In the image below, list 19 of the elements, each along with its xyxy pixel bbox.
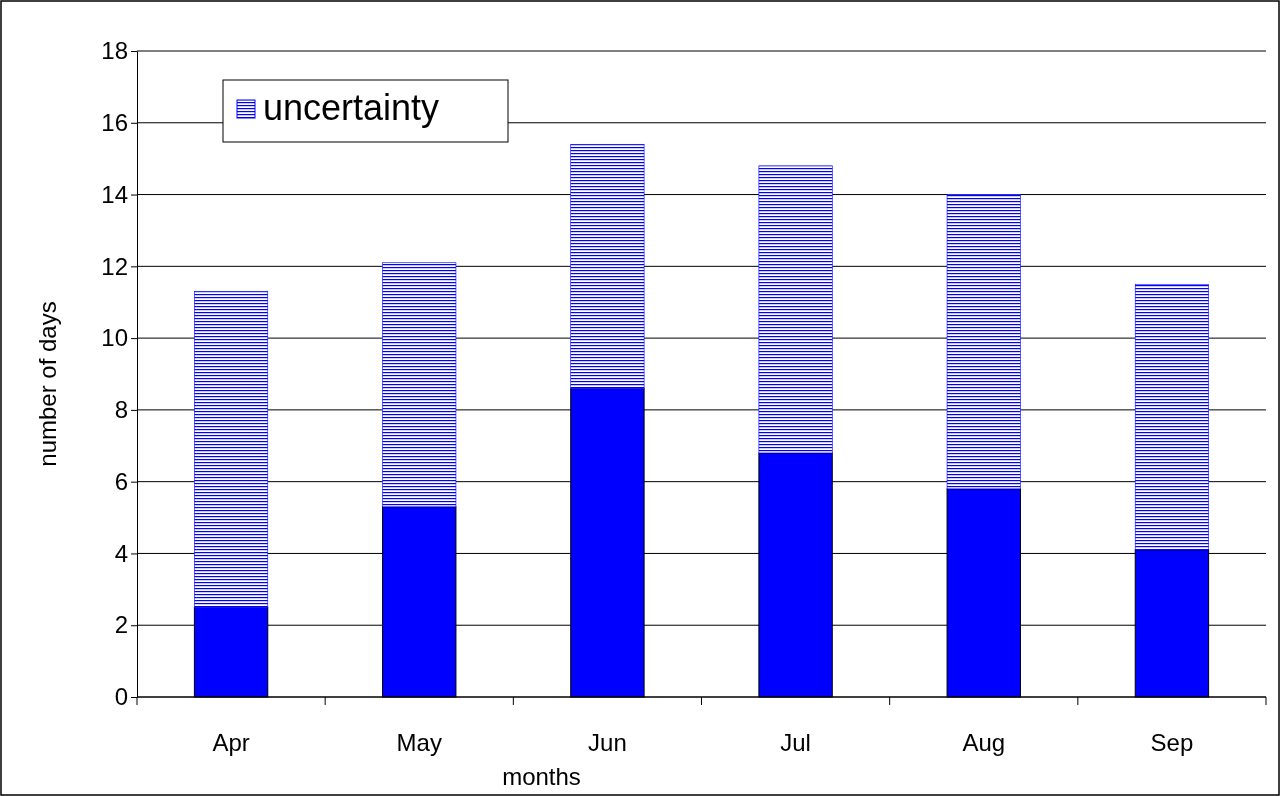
x-tick-label: Jun <box>588 729 627 756</box>
x-tick-label: Sep <box>1150 729 1194 756</box>
x-tick-label: Apr <box>212 729 250 756</box>
y-tick-label: 10 <box>101 324 128 352</box>
legend-label: uncertainty <box>263 87 440 128</box>
x-axis-title: months <box>502 763 581 790</box>
y-axis-title: number of days <box>34 301 61 467</box>
y-tick-label: 4 <box>114 539 128 567</box>
y-tick-label: 2 <box>114 611 128 639</box>
x-tick-label: May <box>396 729 442 756</box>
y-tick-label: 8 <box>114 396 128 424</box>
y-tick-label: 0 <box>114 683 128 711</box>
y-tick-label: 6 <box>114 467 128 495</box>
x-tick-label: Aug <box>962 729 1006 756</box>
y-tick-label: 18 <box>101 37 128 65</box>
y-tick-label: 14 <box>101 180 128 208</box>
y-tick-label: 16 <box>101 108 128 136</box>
y-tick-label: 12 <box>101 252 128 280</box>
x-tick-label: Jul <box>780 729 811 756</box>
